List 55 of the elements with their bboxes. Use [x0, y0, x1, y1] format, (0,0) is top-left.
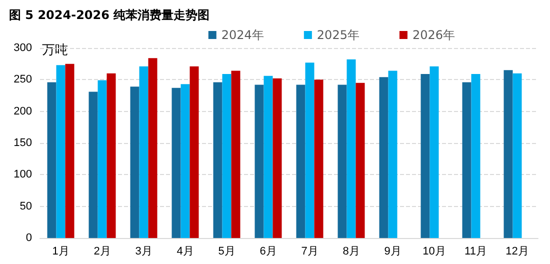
- bar: [379, 77, 388, 238]
- y-tick-label: 200: [14, 105, 32, 118]
- bar: [388, 70, 398, 238]
- legend-label: 2026年: [412, 28, 456, 42]
- bar: [130, 86, 140, 238]
- bar: [296, 84, 306, 238]
- x-tick-label: 3月: [135, 246, 152, 258]
- bar: [430, 66, 439, 238]
- y-tick-label: 0: [26, 232, 32, 244]
- y-tick-label: 100: [14, 168, 32, 181]
- x-tick-label: 4月: [176, 246, 194, 258]
- bar: [356, 82, 365, 238]
- bar: [139, 66, 148, 238]
- bar: [305, 62, 314, 238]
- bar: [98, 80, 107, 238]
- bar: [504, 70, 513, 238]
- bar: [462, 82, 472, 238]
- bar: [338, 84, 347, 238]
- x-tick-label: 9月: [384, 246, 402, 258]
- bar: [190, 66, 199, 238]
- bar: [272, 78, 282, 238]
- bar: [88, 92, 98, 238]
- x-tick-label: 1月: [52, 246, 70, 258]
- bar: [512, 73, 522, 238]
- y-tick-label: 250: [14, 74, 32, 86]
- x-tick-label: 8月: [342, 246, 360, 258]
- chart-title: 图 5 2024-2026 纯苯消费量走势图: [9, 8, 210, 22]
- x-tick-label: 2月: [94, 246, 111, 258]
- bar: [106, 73, 116, 238]
- bar: [65, 64, 74, 238]
- x-tick-label: 6月: [260, 246, 277, 258]
- bar: [314, 80, 324, 238]
- legend-label: 2025年: [316, 28, 360, 42]
- y-tick-label: 150: [14, 137, 32, 149]
- bar: [213, 82, 222, 238]
- bar: [264, 76, 273, 238]
- x-tick-label: 12月: [506, 246, 529, 258]
- x-tick-label: 5月: [218, 246, 236, 258]
- bar: [471, 74, 480, 238]
- bar: [222, 74, 232, 238]
- x-tick-label: 7月: [301, 246, 318, 258]
- bar: [420, 74, 430, 238]
- bar: [346, 59, 356, 238]
- bar: [231, 70, 240, 238]
- legend-label: 2024年: [221, 28, 264, 42]
- y-tick-label: 300: [14, 42, 32, 54]
- bar: [148, 58, 158, 238]
- bar: [47, 82, 56, 238]
- y-tick-label: 50: [20, 200, 32, 212]
- bar: [56, 65, 66, 238]
- bar: [180, 84, 190, 238]
- bar: [254, 84, 264, 238]
- bar: [172, 88, 181, 238]
- x-tick-label: 10月: [422, 246, 446, 258]
- x-tick-label: 11月: [464, 246, 487, 258]
